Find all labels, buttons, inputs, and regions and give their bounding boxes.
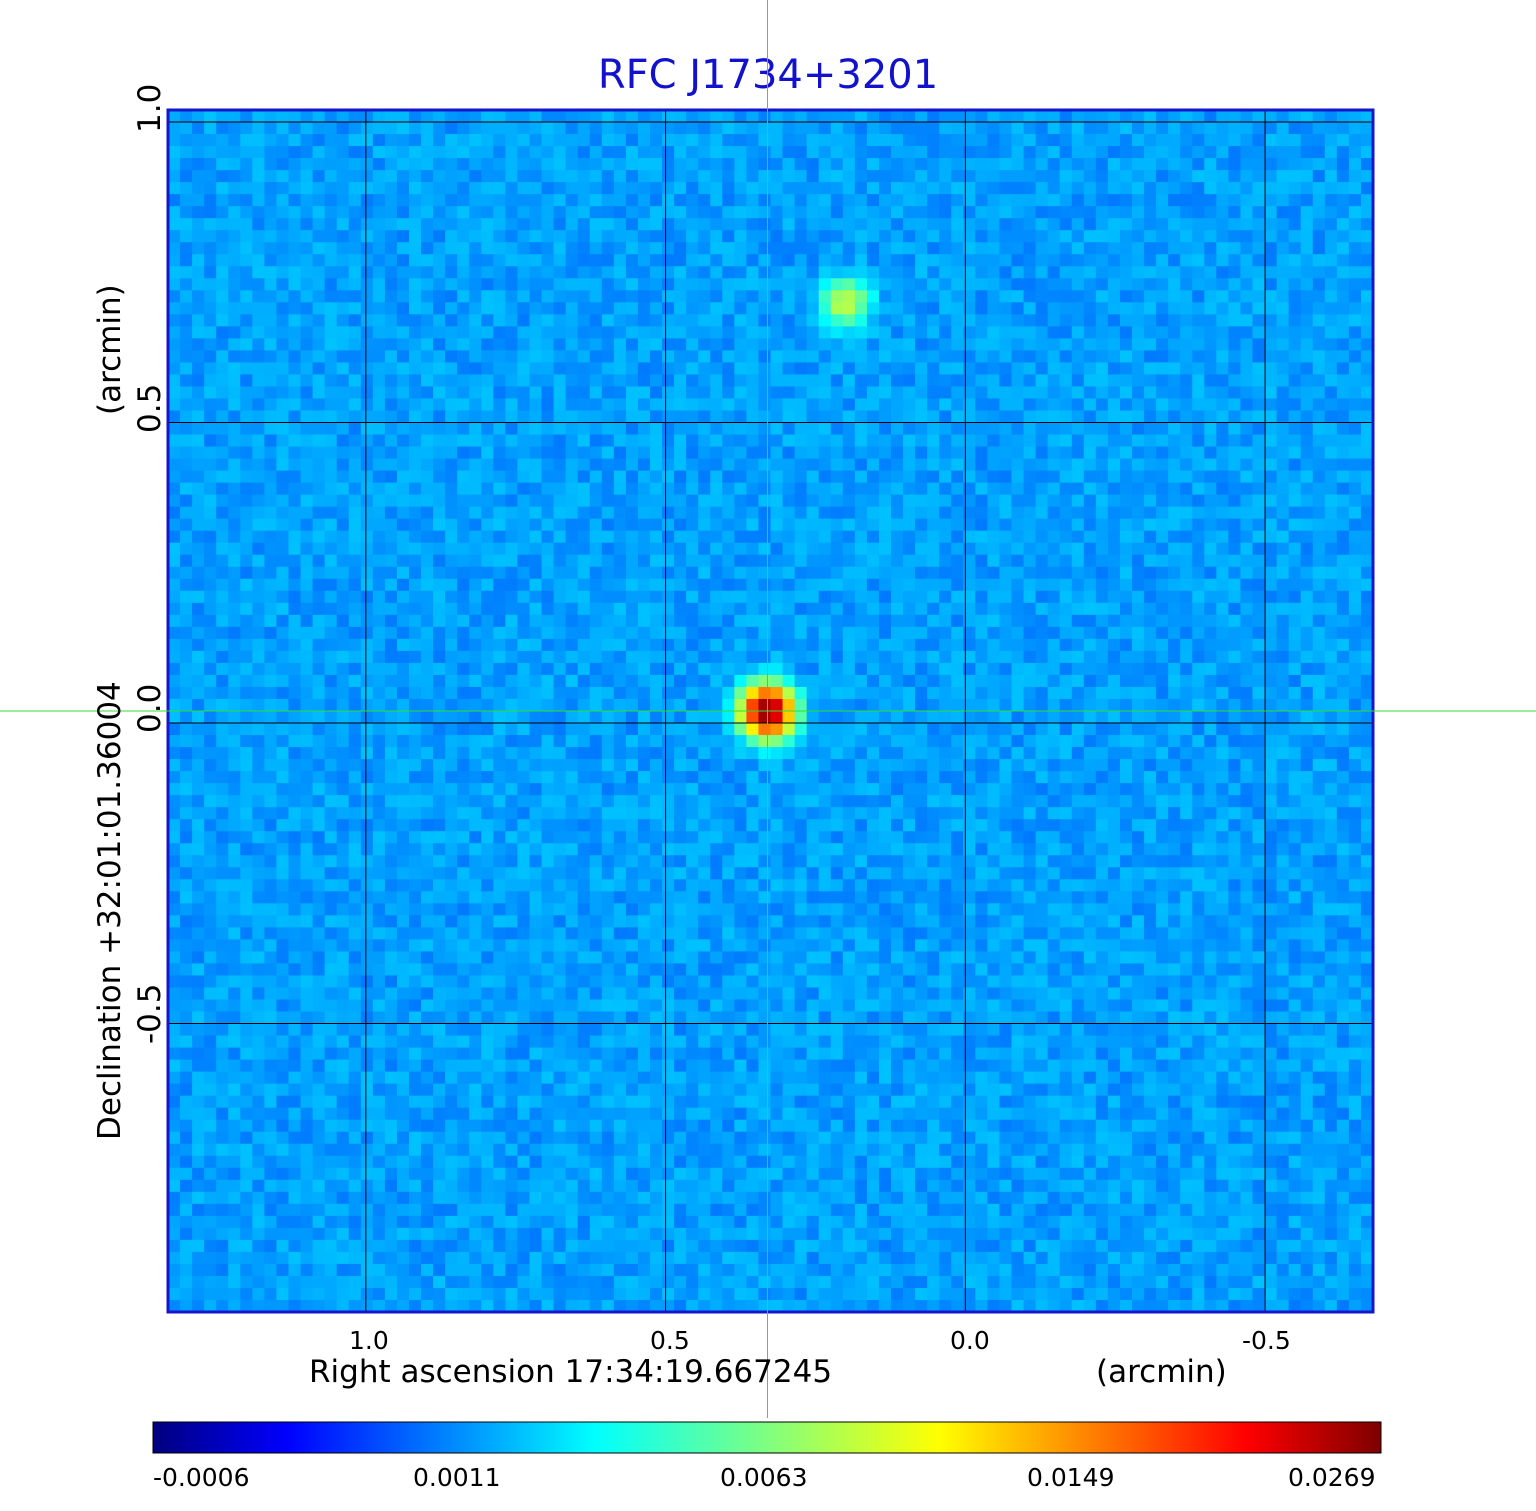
y-axis-unit: (arcmin): [92, 284, 128, 415]
x-tick-label: -0.5: [1242, 1326, 1291, 1355]
colorbar-tick-label: 0.0149: [1027, 1463, 1115, 1492]
x-tick-label: 1.0: [349, 1326, 389, 1355]
x-tick-label: 0.0: [950, 1326, 990, 1355]
y-axis-label: Declination +32:01:01.36004: [92, 681, 128, 1140]
x-tick-label: 0.5: [650, 1326, 690, 1355]
y-tick-label: 0.5: [132, 383, 168, 433]
colorbar-tick-label: 0.0063: [720, 1463, 808, 1492]
colorbar-tick-label: -0.0006: [153, 1463, 250, 1492]
x-axis-label: Right ascension 17:34:19.667245: [309, 1354, 833, 1390]
colorbar-tick-label: 0.0269: [1288, 1463, 1376, 1492]
y-tick-label: 0.0: [132, 683, 168, 733]
colorbar: [152, 1421, 1382, 1454]
x-axis-unit: (arcmin): [1096, 1354, 1227, 1390]
y-tick-label: 1.0: [132, 83, 168, 133]
y-tick-label: -0.5: [132, 983, 168, 1045]
colorbar-tick-label: 0.0011: [413, 1463, 501, 1492]
heatmap-image: [168, 110, 1374, 1313]
crosshair: [0, 0, 1536, 1418]
